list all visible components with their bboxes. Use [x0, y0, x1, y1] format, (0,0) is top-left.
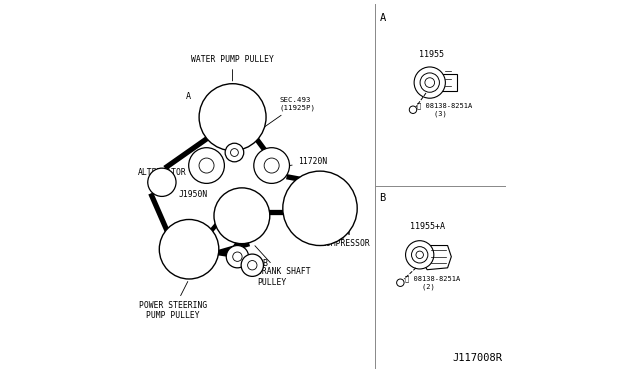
Text: CRANK SHAFT
PULLEY: CRANK SHAFT PULLEY [255, 246, 310, 287]
Circle shape [189, 148, 225, 183]
Circle shape [199, 84, 266, 151]
Circle shape [254, 148, 289, 183]
Text: J117008R: J117008R [452, 353, 502, 363]
Text: A: A [186, 92, 191, 101]
Text: WATER PUMP PULLEY: WATER PUMP PULLEY [191, 55, 274, 81]
Text: Ⓑ 08138-8251A
    (2): Ⓑ 08138-8251A (2) [405, 276, 460, 290]
Text: ALTERNATOR: ALTERNATOR [138, 169, 186, 182]
Circle shape [410, 106, 417, 113]
Circle shape [241, 254, 264, 276]
Text: A: A [380, 13, 386, 23]
Circle shape [397, 279, 404, 286]
Circle shape [159, 219, 219, 279]
Circle shape [225, 143, 244, 162]
Circle shape [412, 247, 428, 263]
Text: AIRCON
COMPRESSOR: AIRCON COMPRESSOR [322, 228, 371, 248]
Circle shape [227, 246, 248, 268]
Circle shape [199, 158, 214, 173]
Circle shape [406, 241, 434, 269]
Circle shape [264, 158, 279, 173]
Circle shape [248, 260, 257, 270]
Circle shape [420, 73, 440, 92]
Circle shape [148, 168, 176, 196]
Text: Ⓑ 08138-8251A
    (3): Ⓑ 08138-8251A (3) [417, 103, 473, 117]
Text: POWER STEERING
PUMP PULLEY: POWER STEERING PUMP PULLEY [139, 282, 207, 320]
Circle shape [214, 188, 270, 244]
Text: J1950N: J1950N [179, 190, 208, 199]
Circle shape [283, 171, 357, 246]
Text: B: B [380, 193, 386, 203]
Text: 11720N: 11720N [289, 157, 327, 166]
Text: B: B [262, 259, 268, 267]
Circle shape [416, 251, 424, 259]
Circle shape [414, 67, 445, 98]
Circle shape [230, 148, 238, 157]
Circle shape [233, 252, 242, 262]
Text: 11955: 11955 [419, 50, 444, 59]
Text: 11955+A: 11955+A [410, 222, 445, 231]
Circle shape [425, 78, 435, 87]
Text: SEC.493
(11925P): SEC.493 (11925P) [243, 97, 315, 142]
